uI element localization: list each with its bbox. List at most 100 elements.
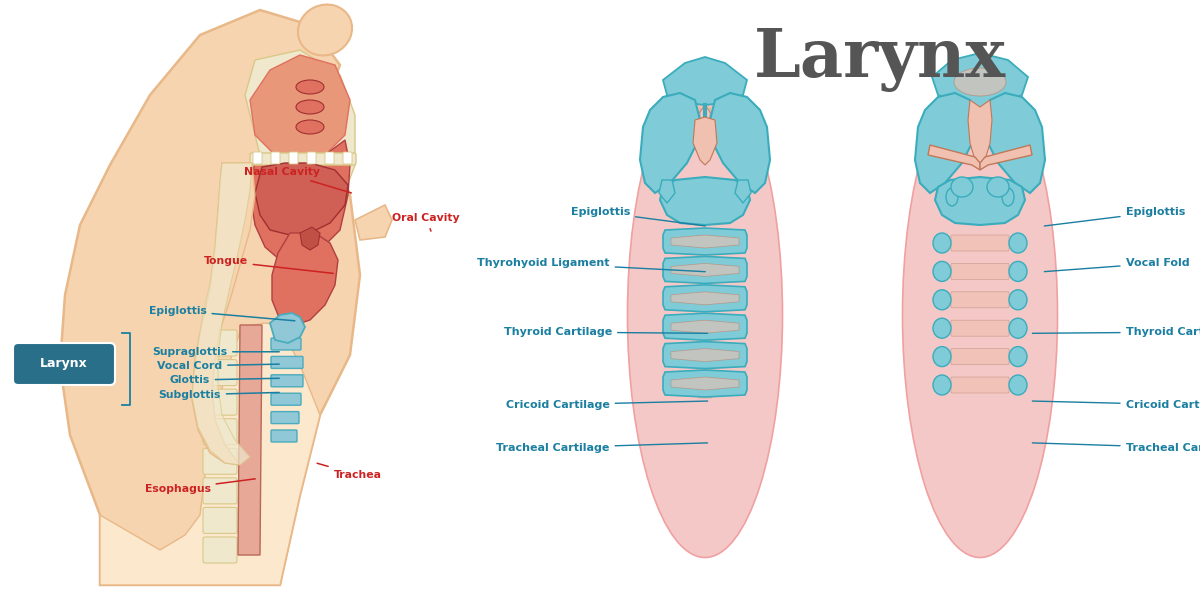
FancyBboxPatch shape bbox=[203, 478, 236, 504]
FancyBboxPatch shape bbox=[203, 419, 236, 445]
Text: Epiglottis: Epiglottis bbox=[149, 306, 295, 321]
Polygon shape bbox=[659, 180, 674, 203]
Ellipse shape bbox=[1002, 188, 1014, 206]
FancyBboxPatch shape bbox=[952, 292, 1009, 308]
Ellipse shape bbox=[986, 177, 1009, 197]
Ellipse shape bbox=[628, 73, 782, 558]
FancyBboxPatch shape bbox=[289, 152, 298, 164]
Ellipse shape bbox=[1009, 233, 1027, 253]
Ellipse shape bbox=[902, 73, 1057, 558]
Polygon shape bbox=[710, 93, 770, 193]
Polygon shape bbox=[270, 313, 305, 343]
FancyBboxPatch shape bbox=[203, 537, 236, 563]
Polygon shape bbox=[935, 177, 1025, 225]
FancyBboxPatch shape bbox=[271, 357, 302, 368]
Polygon shape bbox=[671, 377, 739, 390]
Polygon shape bbox=[640, 93, 700, 193]
Text: Thyroid Cartilage: Thyroid Cartilage bbox=[1032, 327, 1200, 337]
Polygon shape bbox=[932, 53, 1028, 107]
FancyBboxPatch shape bbox=[203, 389, 236, 415]
Text: Trachea: Trachea bbox=[317, 463, 382, 480]
Text: Tracheal Cartilage: Tracheal Cartilage bbox=[497, 443, 708, 453]
Text: Supraglottis: Supraglottis bbox=[152, 347, 280, 357]
Polygon shape bbox=[250, 55, 350, 160]
FancyBboxPatch shape bbox=[271, 152, 280, 164]
Text: Larynx: Larynx bbox=[754, 28, 1006, 92]
Polygon shape bbox=[662, 370, 746, 397]
Ellipse shape bbox=[946, 188, 958, 206]
FancyBboxPatch shape bbox=[952, 263, 1009, 279]
FancyBboxPatch shape bbox=[952, 377, 1009, 393]
Ellipse shape bbox=[1009, 318, 1027, 338]
FancyBboxPatch shape bbox=[203, 330, 236, 356]
Ellipse shape bbox=[296, 80, 324, 94]
Polygon shape bbox=[660, 177, 750, 225]
Polygon shape bbox=[192, 163, 254, 465]
FancyBboxPatch shape bbox=[13, 343, 115, 385]
Polygon shape bbox=[254, 163, 348, 235]
Polygon shape bbox=[928, 145, 980, 170]
Polygon shape bbox=[662, 285, 746, 312]
FancyBboxPatch shape bbox=[250, 153, 356, 165]
Polygon shape bbox=[662, 57, 746, 105]
Ellipse shape bbox=[934, 261, 952, 282]
FancyBboxPatch shape bbox=[952, 349, 1009, 365]
Text: Oral Cavity: Oral Cavity bbox=[392, 213, 460, 231]
Polygon shape bbox=[60, 10, 360, 585]
Ellipse shape bbox=[934, 318, 952, 338]
Text: Thyroid Cartilage: Thyroid Cartilage bbox=[504, 327, 708, 337]
Text: Subglottis: Subglottis bbox=[158, 390, 280, 400]
FancyBboxPatch shape bbox=[271, 393, 301, 405]
Polygon shape bbox=[355, 205, 392, 240]
Ellipse shape bbox=[934, 347, 952, 367]
FancyBboxPatch shape bbox=[343, 152, 352, 164]
Ellipse shape bbox=[934, 375, 952, 395]
Polygon shape bbox=[647, 95, 706, 153]
FancyBboxPatch shape bbox=[952, 320, 1009, 336]
Text: Thyrohyoid Ligament: Thyrohyoid Ligament bbox=[478, 258, 706, 272]
Ellipse shape bbox=[1009, 375, 1027, 395]
Polygon shape bbox=[985, 93, 1045, 193]
Polygon shape bbox=[662, 256, 746, 284]
Text: Larynx: Larynx bbox=[40, 357, 88, 370]
Polygon shape bbox=[734, 180, 751, 203]
Polygon shape bbox=[100, 323, 320, 585]
Text: Vocal Cord: Vocal Cord bbox=[157, 361, 280, 371]
FancyBboxPatch shape bbox=[203, 360, 236, 386]
FancyBboxPatch shape bbox=[253, 152, 262, 164]
Polygon shape bbox=[980, 145, 1032, 170]
Ellipse shape bbox=[1009, 347, 1027, 367]
Ellipse shape bbox=[1009, 290, 1027, 310]
FancyBboxPatch shape bbox=[271, 338, 301, 350]
Ellipse shape bbox=[954, 68, 1006, 96]
Ellipse shape bbox=[298, 4, 352, 55]
Text: Nasal Cavity: Nasal Cavity bbox=[244, 167, 352, 193]
Text: Epiglottis: Epiglottis bbox=[1044, 207, 1184, 226]
Text: Glottis: Glottis bbox=[169, 375, 280, 385]
Polygon shape bbox=[671, 320, 739, 333]
FancyBboxPatch shape bbox=[307, 152, 316, 164]
Polygon shape bbox=[250, 140, 350, 260]
Ellipse shape bbox=[952, 177, 973, 197]
Polygon shape bbox=[192, 163, 252, 465]
Polygon shape bbox=[662, 313, 746, 340]
FancyBboxPatch shape bbox=[203, 507, 236, 533]
Text: Vocal Fold: Vocal Fold bbox=[1044, 258, 1189, 272]
Ellipse shape bbox=[934, 233, 952, 253]
Polygon shape bbox=[300, 227, 320, 250]
Polygon shape bbox=[272, 233, 338, 325]
Ellipse shape bbox=[1009, 261, 1027, 282]
Ellipse shape bbox=[296, 100, 324, 114]
Polygon shape bbox=[662, 341, 746, 368]
FancyBboxPatch shape bbox=[271, 430, 298, 442]
Text: Cricoid Cartilage: Cricoid Cartilage bbox=[505, 400, 708, 410]
FancyBboxPatch shape bbox=[203, 448, 236, 474]
Polygon shape bbox=[916, 93, 974, 193]
Text: Tracheal Cartilage: Tracheal Cartilage bbox=[1032, 443, 1200, 453]
Ellipse shape bbox=[934, 290, 952, 310]
FancyBboxPatch shape bbox=[271, 411, 299, 424]
FancyBboxPatch shape bbox=[271, 375, 302, 387]
Polygon shape bbox=[694, 117, 718, 165]
Text: Cricoid Cartilage: Cricoid Cartilage bbox=[1032, 400, 1200, 410]
Text: Esophagus: Esophagus bbox=[144, 479, 256, 494]
